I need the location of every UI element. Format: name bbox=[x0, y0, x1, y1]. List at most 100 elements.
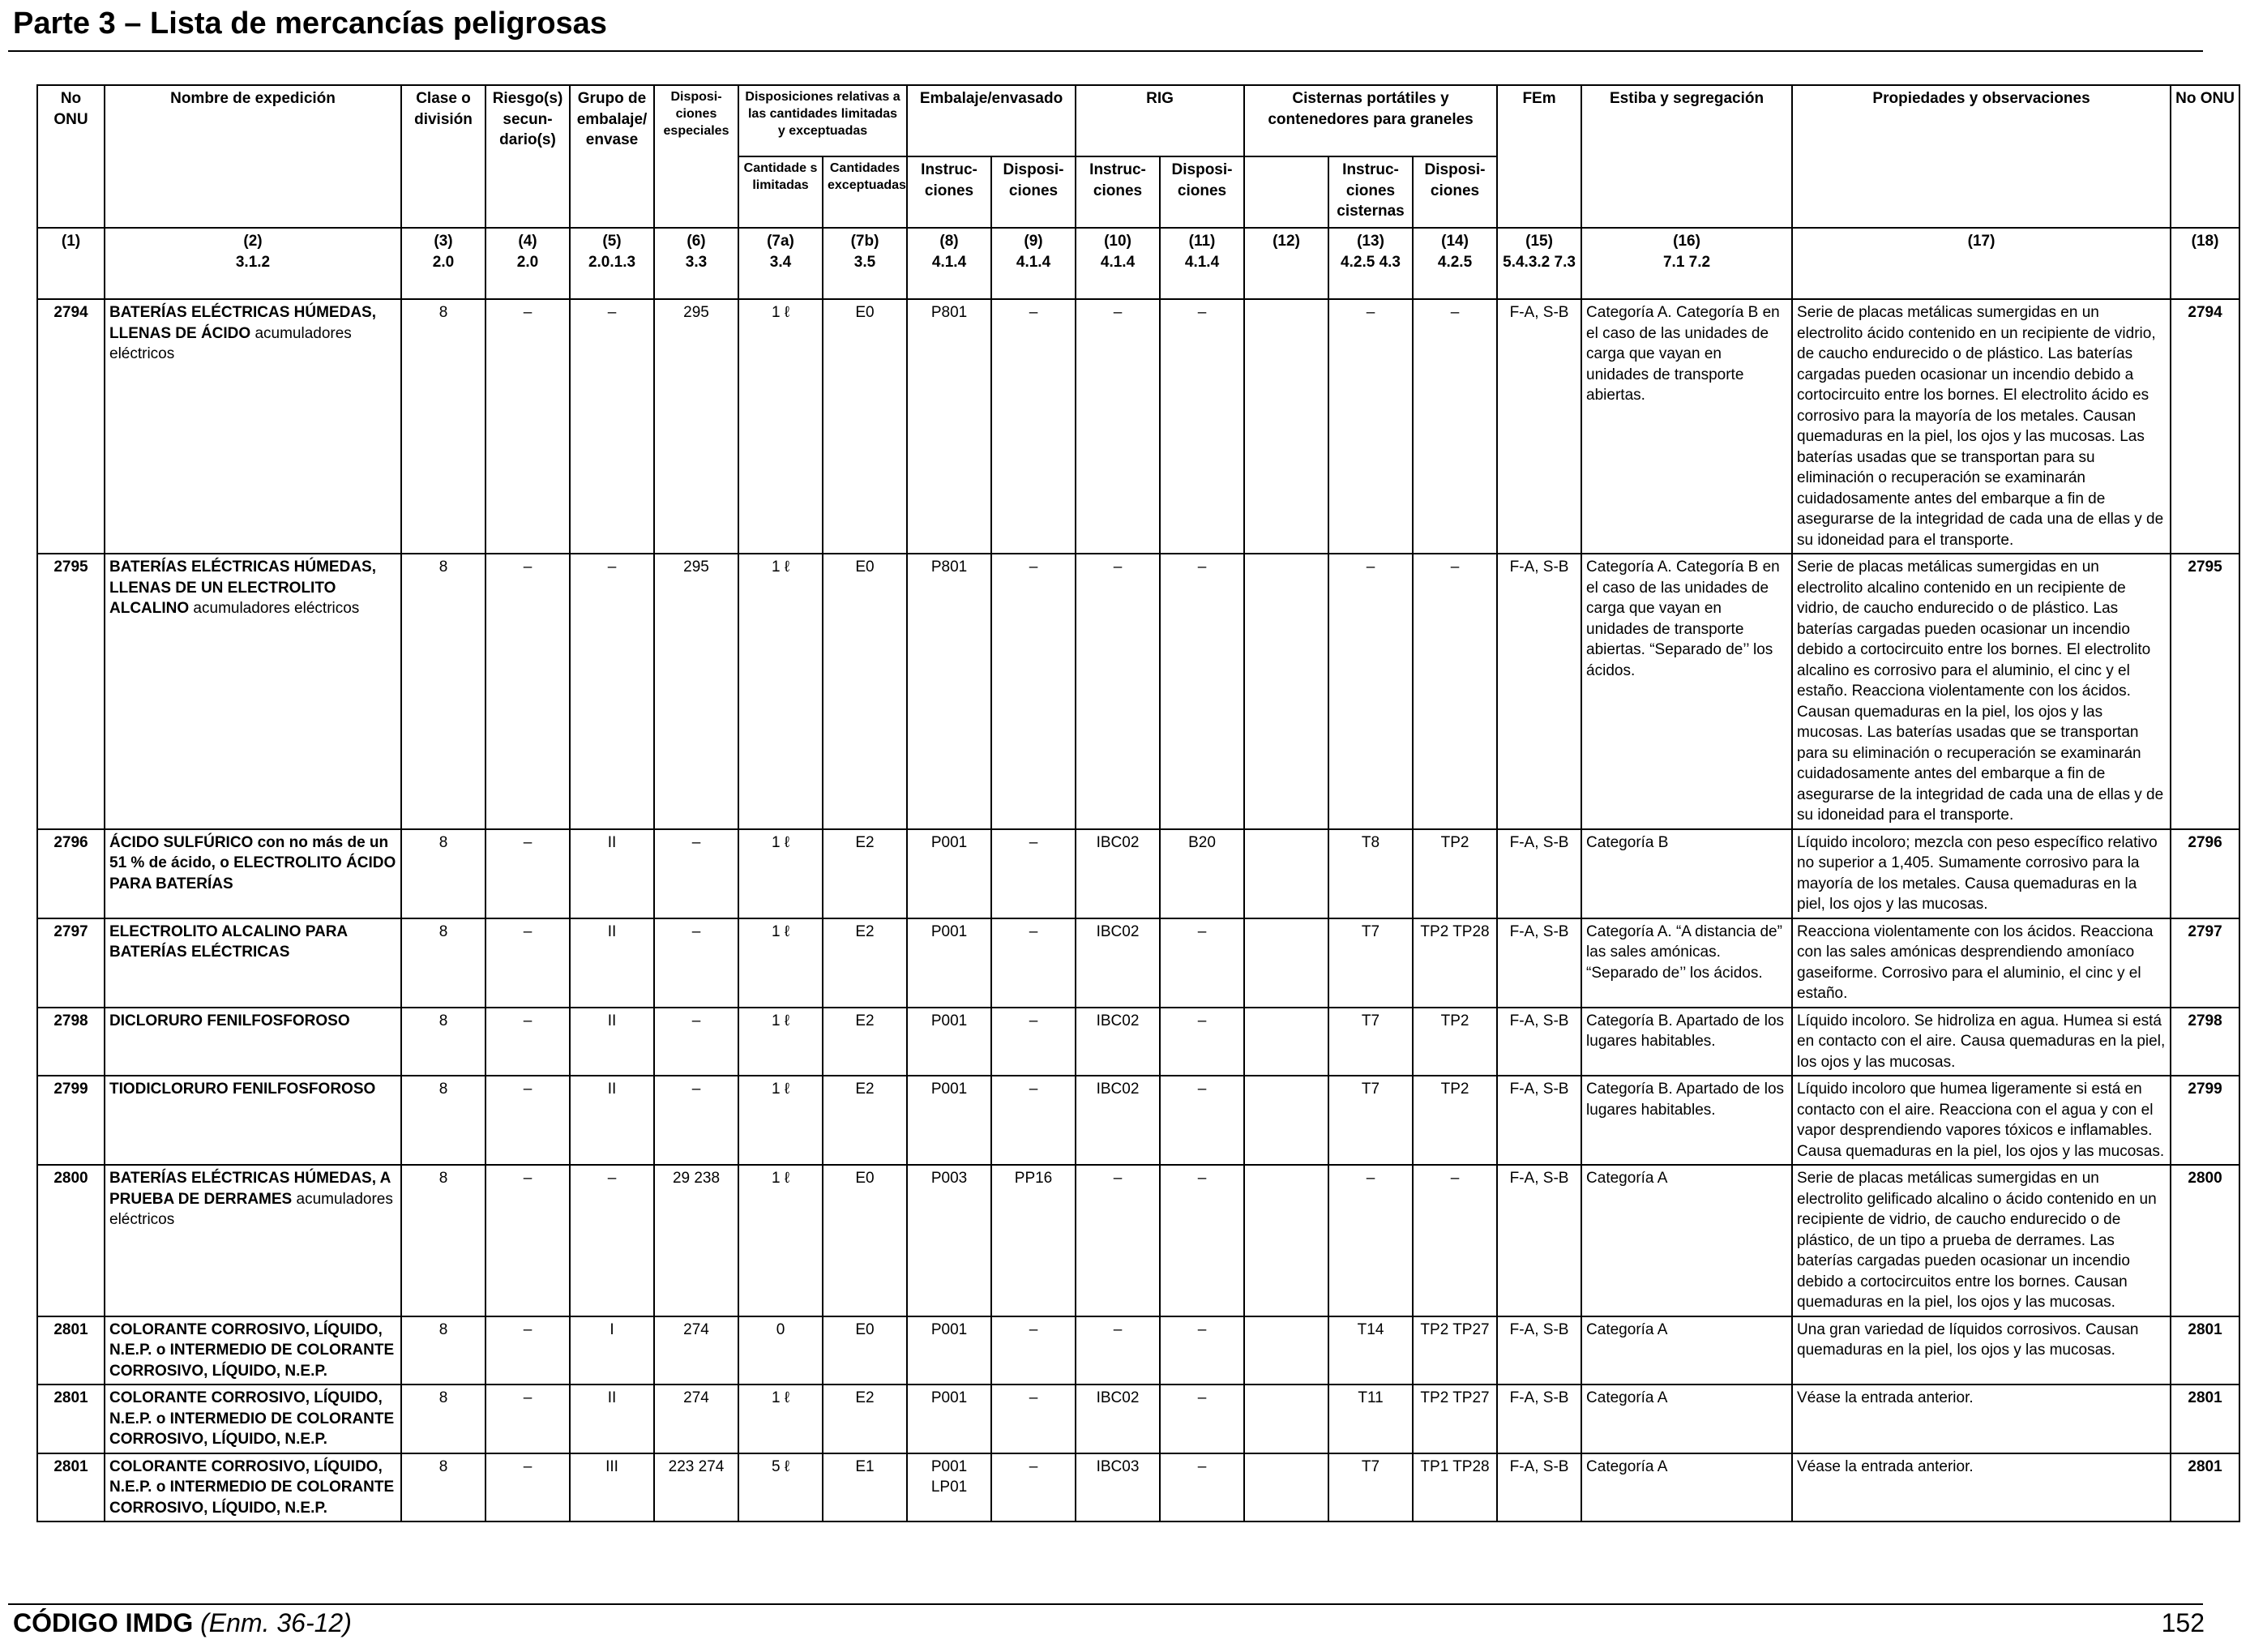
properties-cell: Véase la entrada anterior. bbox=[1791, 1384, 2172, 1454]
stowage-cell: Categoría A bbox=[1581, 1315, 1794, 1385]
tank-provisions-cell: TP1 TP28 bbox=[1412, 1452, 1499, 1522]
footer-code-name: CÓDIGO IMDG bbox=[13, 1608, 194, 1637]
ref-cell: (9) 4.1.4 bbox=[990, 227, 1077, 300]
special-provisions-cell: – bbox=[653, 1006, 739, 1076]
tank-instructions-cell: – bbox=[1328, 298, 1414, 554]
ref-number: (17) bbox=[1967, 233, 1995, 250]
packing-group-cell: III bbox=[569, 1452, 655, 1522]
ref-number: (13) bbox=[1357, 233, 1384, 250]
pkg-provisions-cell: – bbox=[990, 553, 1077, 830]
footer-rule bbox=[8, 1603, 2203, 1605]
packing-group-cell: II bbox=[569, 917, 655, 1008]
ref-section: 4.1.4 bbox=[1100, 253, 1136, 271]
ref-cell: (16) 7.1 7.2 bbox=[1581, 227, 1794, 300]
limited-qty-cell: 1 ℓ bbox=[738, 1006, 823, 1076]
un-number-cell: 2801 bbox=[36, 1452, 105, 1522]
shipping-name-cell: TIODICLORURO FENILFOSFOROSO bbox=[104, 1075, 402, 1166]
table-body: 2794 BATERÍAS ELÉCTRICAS HÚMEDAS, LLENAS … bbox=[36, 298, 2241, 1522]
class-cell: 8 bbox=[400, 1164, 486, 1317]
tank-instructions-cell: T7 bbox=[1328, 1006, 1414, 1076]
properties-cell: Serie de placas metálicas sumergidas en … bbox=[1791, 1164, 2172, 1317]
tank-provisions-cell: TP2 TP27 bbox=[1412, 1315, 1499, 1385]
excepted-qty-cell: E2 bbox=[821, 1075, 909, 1166]
ref-number: (6) bbox=[687, 233, 706, 250]
ibc-instructions-cell: – bbox=[1075, 1164, 1161, 1317]
properties-cell: Líquido incoloro; mezcla con peso especí… bbox=[1791, 828, 2172, 919]
shipping-name-cell: COLORANTE CORROSIVO, LÍQUIDO, N.E.P. o I… bbox=[104, 1452, 402, 1522]
ibc-provisions-cell: – bbox=[1159, 1452, 1246, 1522]
special-provisions-cell: 274 bbox=[653, 1384, 739, 1454]
un-number-cell: 2796 bbox=[36, 828, 105, 919]
stowage-cell: Categoría A. Categoría B en el caso de l… bbox=[1581, 298, 1794, 554]
tank-col12-cell bbox=[1243, 1006, 1330, 1076]
excepted-qty-cell: E0 bbox=[821, 1315, 909, 1385]
tank-provisions-cell: TP2 bbox=[1412, 1006, 1499, 1076]
properties-cell: Reacciona violentamente con los ácidos. … bbox=[1791, 917, 2172, 1008]
ref-number: (8) bbox=[939, 233, 959, 250]
tank-col12-cell bbox=[1243, 1452, 1330, 1522]
ems-cell: F-A, S-B bbox=[1496, 828, 1583, 919]
ref-cell: (1) bbox=[36, 227, 105, 300]
ref-cell: (12) bbox=[1243, 227, 1330, 300]
special-provisions-cell: – bbox=[653, 828, 739, 919]
ref-cell: (17) bbox=[1791, 227, 2172, 300]
ems-cell: F-A, S-B bbox=[1496, 917, 1583, 1008]
ref-section: 4.1.4 bbox=[1184, 253, 1220, 271]
header-pkg-provisions: Disposi- ciones bbox=[990, 156, 1077, 229]
tank-instructions-cell: T7 bbox=[1328, 1075, 1414, 1166]
ref-number: (7b) bbox=[850, 233, 879, 250]
shipping-name-cell: ELECTROLITO ALCALINO PARA BATERÍAS ELÉCT… bbox=[104, 917, 402, 1008]
table-row: 2800 BATERÍAS ELÉCTRICAS HÚMEDAS, A PRUEB… bbox=[36, 1164, 2241, 1317]
ems-cell: F-A, S-B bbox=[1496, 1075, 1583, 1166]
stowage-cell: Categoría A bbox=[1581, 1164, 1794, 1317]
footer-code: CÓDIGO IMDG (Enm. 36-12) bbox=[13, 1608, 352, 1638]
un-number-right-cell: 2796 bbox=[2170, 828, 2241, 919]
class-cell: 8 bbox=[400, 1315, 486, 1385]
ibc-instructions-cell: IBC02 bbox=[1075, 1384, 1161, 1454]
ref-cell: (5) 2.0.1.3 bbox=[569, 227, 655, 300]
pkg-instructions-cell: P001 bbox=[906, 1315, 993, 1385]
excepted-qty-cell: E2 bbox=[821, 1384, 909, 1454]
un-number-right-cell: 2800 bbox=[2170, 1164, 2241, 1317]
ibc-instructions-cell: IBC02 bbox=[1075, 917, 1161, 1008]
header-packing-group: Grupo de embalaje/ envase bbox=[569, 84, 655, 229]
header-excepted-qty: Cantidades exceptuadas bbox=[821, 156, 909, 229]
ibc-instructions-cell: – bbox=[1075, 553, 1161, 830]
un-number-right-cell: 2795 bbox=[2170, 553, 2241, 830]
special-provisions-cell: 295 bbox=[653, 553, 739, 830]
ibc-provisions-cell: – bbox=[1159, 917, 1246, 1008]
header-tank-provisions: Disposi- ciones bbox=[1412, 156, 1499, 229]
excepted-qty-cell: E1 bbox=[821, 1452, 909, 1522]
ibc-provisions-cell: – bbox=[1159, 1006, 1246, 1076]
un-number-right-cell: 2794 bbox=[2170, 298, 2241, 554]
ibc-provisions-cell: – bbox=[1159, 1075, 1246, 1166]
packing-group-cell: II bbox=[569, 1006, 655, 1076]
limited-qty-cell: 5 ℓ bbox=[738, 1452, 823, 1522]
un-number-right-cell: 2797 bbox=[2170, 917, 2241, 1008]
ref-section: 4.1.4 bbox=[931, 253, 967, 271]
header-special-provisions: Disposi- ciones especiales bbox=[653, 84, 739, 229]
ref-number: (18) bbox=[2191, 233, 2219, 250]
column-reference-row: (1) (2) 3.1.2 (3) 2.0 (4) 2.0 (5) 2.0.1.3 (6) 3.3(… bbox=[36, 227, 2241, 300]
packing-group-cell: II bbox=[569, 828, 655, 919]
pkg-instructions-cell: P001 bbox=[906, 1384, 993, 1454]
limited-qty-cell: 1 ℓ bbox=[738, 553, 823, 830]
shipping-name-cell: BATERÍAS ELÉCTRICAS HÚMEDAS, A PRUEBA DE… bbox=[104, 1164, 402, 1317]
un-number-cell: 2799 bbox=[36, 1075, 105, 1166]
table-row: 2798 DICLORURO FENILFOSFOROSO 8– II –1 ℓ E2 P0… bbox=[36, 1006, 2241, 1076]
pkg-instructions-cell: P001 bbox=[906, 1006, 993, 1076]
shipping-name-bold: COLORANTE CORROSIVO, LÍQUIDO, N.E.P. o I… bbox=[109, 1320, 395, 1380]
excepted-qty-cell: E2 bbox=[821, 917, 909, 1008]
special-provisions-cell: 29 238 bbox=[653, 1164, 739, 1317]
subsidiary-risk-cell: – bbox=[485, 1164, 571, 1317]
stowage-cell: Categoría B. Apartado de los lugares hab… bbox=[1581, 1075, 1794, 1166]
shipping-name-cell: COLORANTE CORROSIVO, LÍQUIDO, N.E.P. o I… bbox=[104, 1384, 402, 1454]
shipping-name-cell: ÁCIDO SULFÚRICO con no más de un 51 % de… bbox=[104, 828, 402, 919]
special-provisions-cell: – bbox=[653, 917, 739, 1008]
un-number-cell: 2798 bbox=[36, 1006, 105, 1076]
header-stowage: Estiba y segregación bbox=[1581, 84, 1794, 229]
dangerous-goods-table: No ONU Nombre de expedición Clase o divi… bbox=[36, 84, 2241, 1522]
ref-cell: (6) 3.3 bbox=[653, 227, 739, 300]
un-number-right-cell: 2801 bbox=[2170, 1452, 2241, 1522]
un-number-right-cell: 2801 bbox=[2170, 1315, 2241, 1385]
